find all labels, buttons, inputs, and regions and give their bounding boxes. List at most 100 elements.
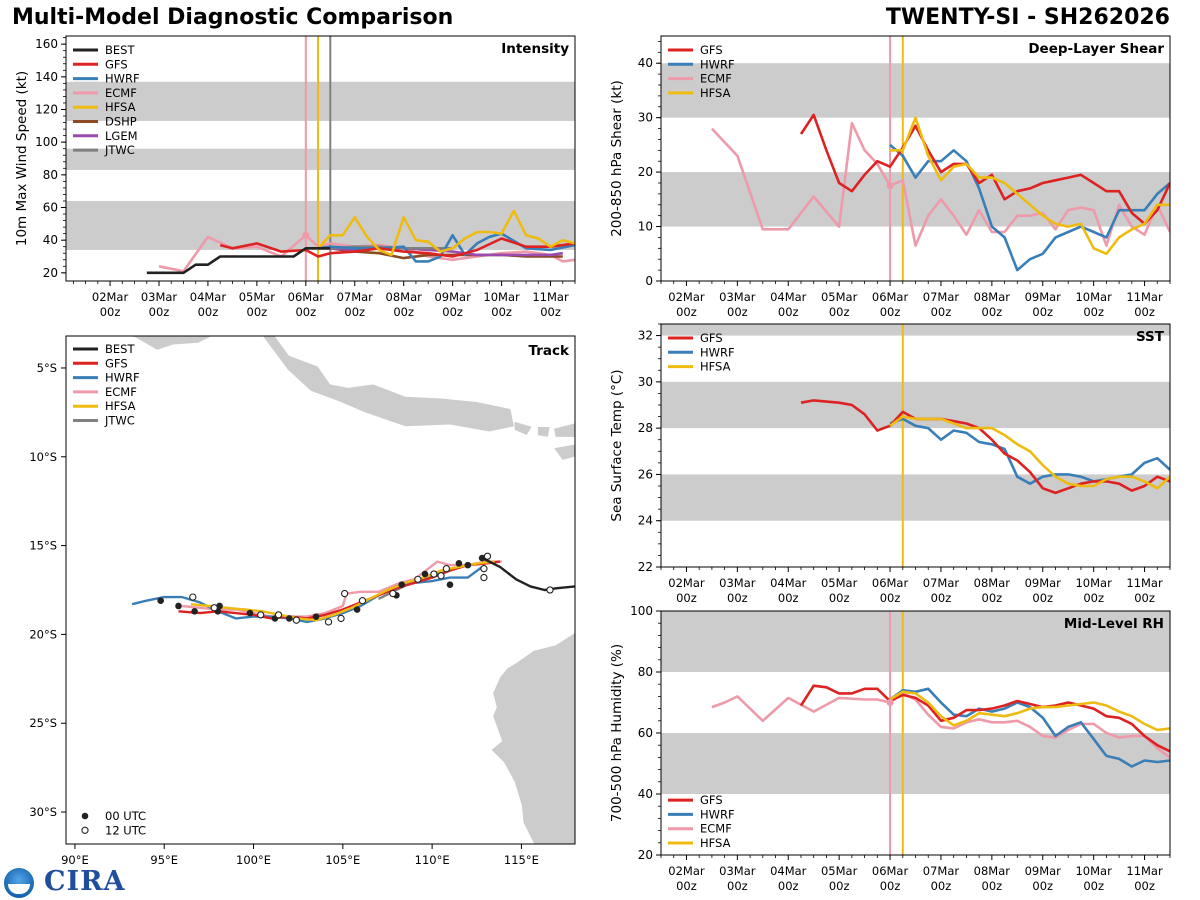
track-marker-12utc: [480, 565, 488, 573]
track-marker-12utc: [324, 618, 333, 626]
shear-xtick-date: 04Mar: [770, 290, 807, 304]
sst-frame: [660, 323, 1171, 568]
sst-xtick-hour: 00z: [727, 591, 748, 605]
track-ytick-label: 25°S: [29, 716, 57, 730]
rh-xtick-date: 09Mar: [1025, 864, 1062, 878]
track-marker-12utc: [274, 611, 283, 619]
intensity-legend-label-jtwc: JTWC: [104, 143, 135, 157]
rh-xtick-hour: 00z: [1083, 879, 1104, 893]
rh-xtick-hour: 00z: [1134, 879, 1155, 893]
sst-xtick-date: 08Mar: [974, 576, 1011, 590]
shear-xtick-hour: 00z: [829, 305, 850, 319]
storm-id-title: TWENTY-SI - SH262026: [885, 5, 1170, 30]
track-marker-00utc: [478, 554, 486, 562]
shear-legend-label-hfsa: HFSA: [700, 86, 731, 100]
shear-band-1: [661, 63, 1170, 118]
intensity-ytick-label: 120: [35, 103, 58, 117]
track-panel-title: Track: [529, 343, 570, 359]
land-java: [262, 336, 515, 433]
shear-ecmf-init-marker: [886, 182, 894, 190]
rh-ylabel: 700-500 hPa Humidity (%): [609, 644, 625, 822]
rh-xtick-hour: 00z: [1032, 879, 1053, 893]
track-marker-12utc: [210, 604, 218, 612]
sst-xtick-date: 07Mar: [923, 576, 960, 590]
intensity-xtick-date: 05Mar: [239, 290, 276, 304]
intensity-legend-label-lgem: LGEM: [105, 129, 138, 143]
land-sumba: [552, 443, 575, 461]
shear-xtick-date: 07Mar: [923, 290, 960, 304]
intensity-ylabel: 10m Max Wind Speed (kt): [14, 71, 30, 246]
sst-xtick-hour: 00z: [1083, 591, 1104, 605]
sst-ytick-label: 28: [638, 421, 653, 435]
sst-ytick-label: 26: [638, 467, 653, 481]
track-legend-marker-label: 00 UTC: [105, 809, 146, 823]
rh-ytick-label: 100: [630, 604, 653, 618]
sst-legend-label-hfsa: HFSA: [700, 360, 731, 374]
intensity-xtick-date: 08Mar: [386, 290, 423, 304]
rh-xtick-date: 10Mar: [1075, 864, 1112, 878]
shear-xtick-date: 11Mar: [1126, 290, 1163, 304]
sst-xtick-date: 06Mar: [872, 576, 909, 590]
intensity-series-hfsa: [317, 209, 575, 257]
sst-xtick-date: 09Mar: [1025, 576, 1062, 590]
sst-ytick-label: 30: [638, 375, 653, 389]
intensity-panel: 20 40 60 80 100 120 140 160 10m Max Wind Speed (…: [14, 35, 576, 319]
sst-ytick-label: 22: [638, 560, 653, 574]
track-marker-12utc: [442, 565, 451, 573]
rh-xtick-hour: 00z: [931, 879, 952, 893]
track-marker-12utc: [437, 572, 445, 580]
track-legend-label-gfs: GFS: [105, 356, 128, 370]
track-marker-12utc: [358, 597, 367, 605]
track-marker-12utc: [389, 589, 397, 598]
rh-xtick-date: 08Mar: [974, 864, 1011, 878]
sst-xtick-hour: 00z: [829, 591, 850, 605]
sst-xtick-hour: 00z: [676, 591, 697, 605]
shear-ytick-label: 10: [638, 220, 653, 234]
intensity-xtick-hour: 00z: [540, 305, 561, 319]
track-marker-00utc: [455, 560, 463, 567]
intensity-ytick-label: 160: [35, 37, 58, 51]
rh-legend-label-ecmf: ECMF: [700, 822, 732, 836]
track-legend-label-ecmf: ECMF: [105, 385, 137, 399]
rh-ytick-label: 80: [638, 665, 653, 679]
rh-xtick-hour: 00z: [676, 879, 697, 893]
shear-xtick-hour: 00z: [931, 305, 952, 319]
sst-xtick-hour: 00z: [1032, 591, 1053, 605]
rh-xtick-date: 03Mar: [719, 864, 756, 878]
rh-ytick-label: 60: [638, 726, 653, 740]
intensity-xtick-hour: 00z: [491, 305, 512, 319]
shear-ytick-label: 30: [638, 111, 653, 125]
track-marker-00utc: [353, 606, 361, 613]
rh-xtick-hour: 00z: [880, 879, 901, 893]
intensity-panel-title: Intensity: [501, 41, 569, 57]
intensity-ytick-label: 100: [35, 135, 58, 149]
sst-band-1: [661, 381, 1170, 429]
shear-xtick-hour: 00z: [880, 305, 901, 319]
sst-xtick-date: 04Mar: [770, 576, 807, 590]
rh-xtick-date: 02Mar: [668, 864, 705, 878]
shear-xtick-date: 09Mar: [1025, 290, 1062, 304]
track-marker-12utc: [292, 616, 301, 624]
intensity-ytick-label: 140: [35, 70, 58, 84]
track-marker-12utc: [414, 575, 422, 583]
sst-panel-title: SST: [1136, 329, 1165, 345]
intensity-legend-label-hfsa: HFSA: [105, 100, 136, 114]
track-xtick-label: 105°E: [325, 853, 360, 867]
intensity-xtick-hour: 00z: [393, 305, 414, 319]
shear-xtick-date: 08Mar: [974, 290, 1011, 304]
track-ytick-label: 10°S: [29, 450, 57, 464]
shear-xtick-date: 06Mar: [872, 290, 909, 304]
shear-ytick-label: 20: [638, 165, 653, 179]
rh-series-hfsa: [889, 690, 1170, 732]
rh-legend-label-hfsa: HFSA: [700, 836, 731, 850]
shear-xtick-hour: 00z: [1134, 305, 1155, 319]
rh-band-0: [661, 733, 1170, 794]
track-best: [481, 556, 575, 592]
shear-ylabel: 200-850 hPa Shear (kt): [609, 80, 625, 237]
track-ytick-label: 5°S: [37, 361, 57, 375]
track-marker-12utc: [483, 552, 492, 560]
sst-xtick-hour: 00z: [1134, 591, 1155, 605]
track-legend-label-jtwc: JTWC: [104, 414, 135, 428]
